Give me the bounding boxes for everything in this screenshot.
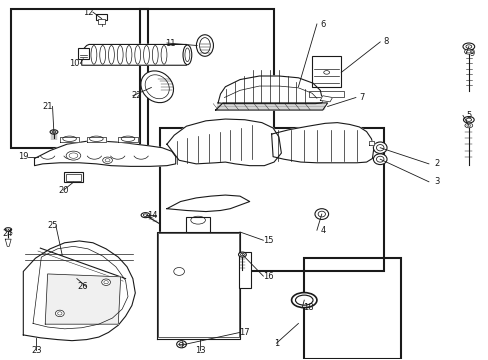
Polygon shape xyxy=(81,44,188,65)
Ellipse shape xyxy=(141,213,150,218)
Polygon shape xyxy=(166,119,281,166)
Text: 26: 26 xyxy=(78,282,88,291)
Text: 8: 8 xyxy=(383,37,388,46)
Polygon shape xyxy=(157,232,240,338)
Ellipse shape xyxy=(314,209,328,220)
Bar xyxy=(239,252,251,288)
Polygon shape xyxy=(60,137,79,142)
Ellipse shape xyxy=(238,252,246,257)
Ellipse shape xyxy=(176,341,186,348)
Text: 14: 14 xyxy=(147,211,157,220)
Text: 25: 25 xyxy=(47,221,58,230)
Polygon shape xyxy=(5,239,11,246)
Text: 16: 16 xyxy=(263,271,273,280)
Text: 5: 5 xyxy=(465,111,470,120)
Bar xyxy=(158,233,239,337)
Ellipse shape xyxy=(183,45,191,65)
Bar xyxy=(186,217,209,232)
Polygon shape xyxy=(45,274,121,324)
Ellipse shape xyxy=(102,279,110,285)
Text: 15: 15 xyxy=(263,236,273,245)
Ellipse shape xyxy=(55,310,64,317)
Ellipse shape xyxy=(102,157,112,163)
Ellipse shape xyxy=(5,228,12,231)
Bar xyxy=(78,48,89,59)
Ellipse shape xyxy=(464,123,472,128)
Text: 6: 6 xyxy=(320,19,325,28)
Polygon shape xyxy=(166,195,249,212)
Bar xyxy=(159,128,383,271)
Text: 9: 9 xyxy=(468,49,474,58)
Text: 21: 21 xyxy=(42,102,53,111)
Bar xyxy=(65,174,81,181)
Polygon shape xyxy=(271,123,373,163)
Text: 1: 1 xyxy=(273,339,279,348)
Bar xyxy=(308,91,344,97)
Text: 22: 22 xyxy=(131,91,142,100)
Ellipse shape xyxy=(462,43,474,50)
Bar xyxy=(311,56,341,87)
Ellipse shape xyxy=(50,130,58,134)
Text: 10: 10 xyxy=(69,59,80,68)
Text: 12: 12 xyxy=(82,8,93,17)
Text: 7: 7 xyxy=(358,93,364,102)
Text: 3: 3 xyxy=(434,177,439,186)
Bar xyxy=(304,258,400,359)
Ellipse shape xyxy=(373,154,386,165)
Bar xyxy=(98,19,105,24)
Text: 20: 20 xyxy=(59,185,69,194)
Ellipse shape xyxy=(463,117,473,123)
Text: 19: 19 xyxy=(18,152,28,161)
Ellipse shape xyxy=(373,142,386,153)
Polygon shape xyxy=(86,137,106,142)
Ellipse shape xyxy=(291,293,316,308)
Ellipse shape xyxy=(66,151,81,160)
Polygon shape xyxy=(35,141,175,166)
Text: 11: 11 xyxy=(165,39,176,48)
Polygon shape xyxy=(23,241,135,341)
Text: 17: 17 xyxy=(239,328,250,337)
Text: 13: 13 xyxy=(194,346,205,355)
Ellipse shape xyxy=(464,49,472,54)
Bar xyxy=(140,9,273,156)
Polygon shape xyxy=(320,96,332,102)
Bar xyxy=(96,14,107,20)
Text: 23: 23 xyxy=(31,346,41,355)
Polygon shape xyxy=(118,137,138,142)
Polygon shape xyxy=(368,140,373,145)
Text: 18: 18 xyxy=(302,303,313,312)
Text: 24: 24 xyxy=(2,229,13,238)
Ellipse shape xyxy=(196,35,213,56)
Bar xyxy=(11,9,148,148)
Polygon shape xyxy=(218,76,322,104)
Text: 4: 4 xyxy=(320,226,325,235)
Ellipse shape xyxy=(141,71,173,103)
Text: 2: 2 xyxy=(434,159,439,168)
Polygon shape xyxy=(215,103,327,110)
Bar xyxy=(63,172,83,182)
